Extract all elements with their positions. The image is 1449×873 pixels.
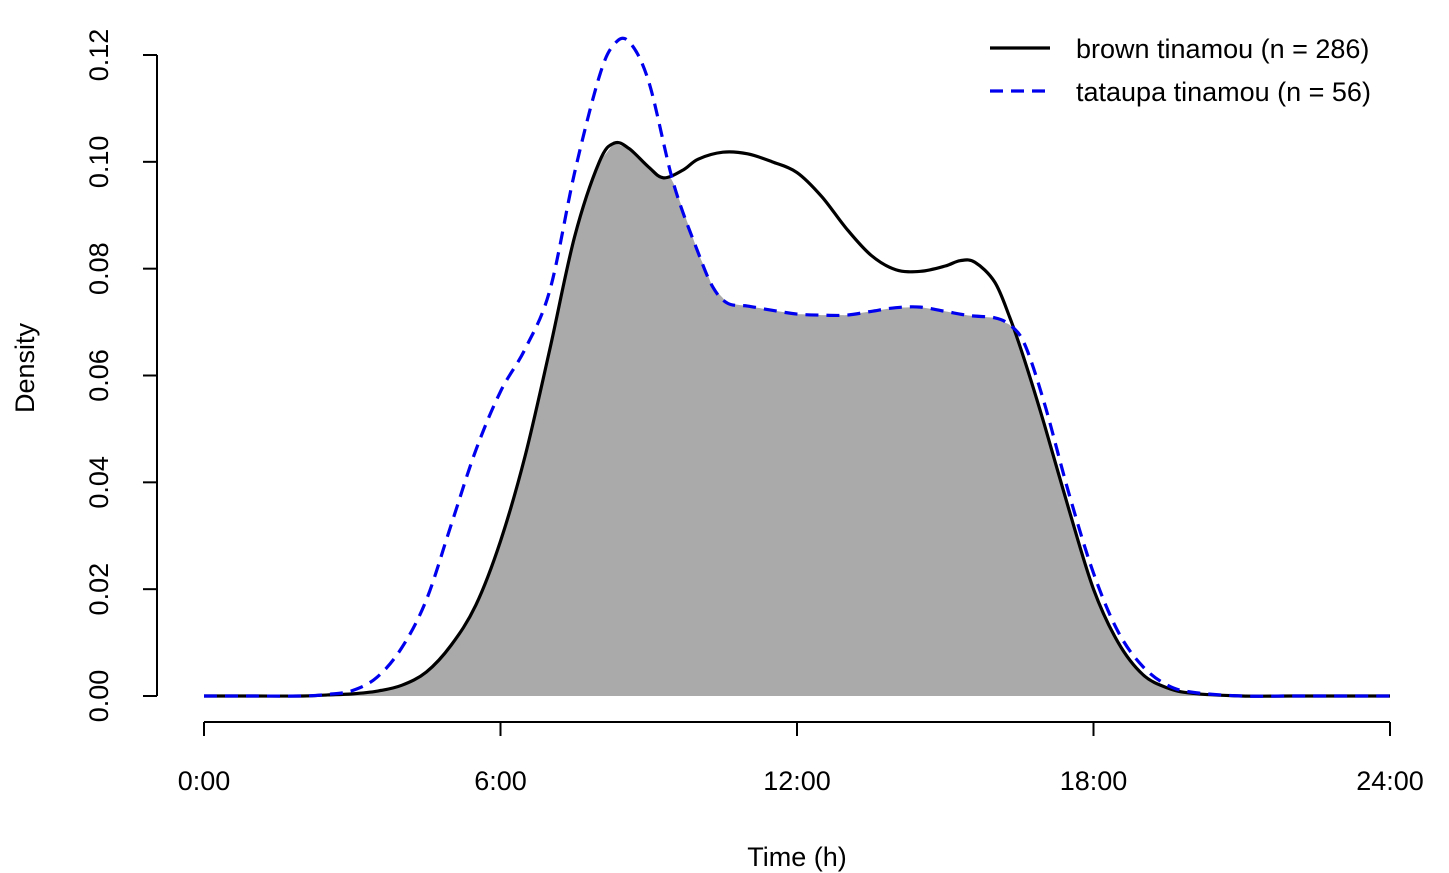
plot-area	[204, 36, 1390, 698]
x-tick-label: 18:00	[1060, 766, 1128, 796]
y-tick-label: 0.08	[84, 242, 114, 295]
legend: brown tinamou (n = 286) tataupa tinamou (…	[990, 34, 1371, 107]
y-axis-title: Density	[10, 322, 40, 413]
overlap-area	[204, 142, 1390, 697]
legend-label-2: tataupa tinamou (n = 56)	[1076, 77, 1371, 107]
legend-label-1: brown tinamou (n = 286)	[1076, 34, 1369, 64]
x-tick-label: 12:00	[763, 766, 831, 796]
y-tick-label: 0.06	[84, 349, 114, 402]
y-tick-label: 0.10	[84, 136, 114, 189]
y-tick-label: 0.02	[84, 563, 114, 616]
x-tick-label: 24:00	[1356, 766, 1424, 796]
series-line-1	[204, 140, 1390, 698]
x-tick-label: 6:00	[474, 766, 527, 796]
axes: 0:00 6:00 12:00 18:00 24:00 0.00 0.02 0.04 0.06 0…	[84, 29, 1424, 796]
y-tick-label: 0.12	[84, 29, 114, 82]
x-axis-title: Time (h)	[747, 842, 847, 872]
y-tick-label: 0.00	[84, 670, 114, 723]
y-tick-label: 0.04	[84, 456, 114, 509]
x-tick-label: 0:00	[178, 766, 231, 796]
series-line-2	[204, 36, 1390, 698]
